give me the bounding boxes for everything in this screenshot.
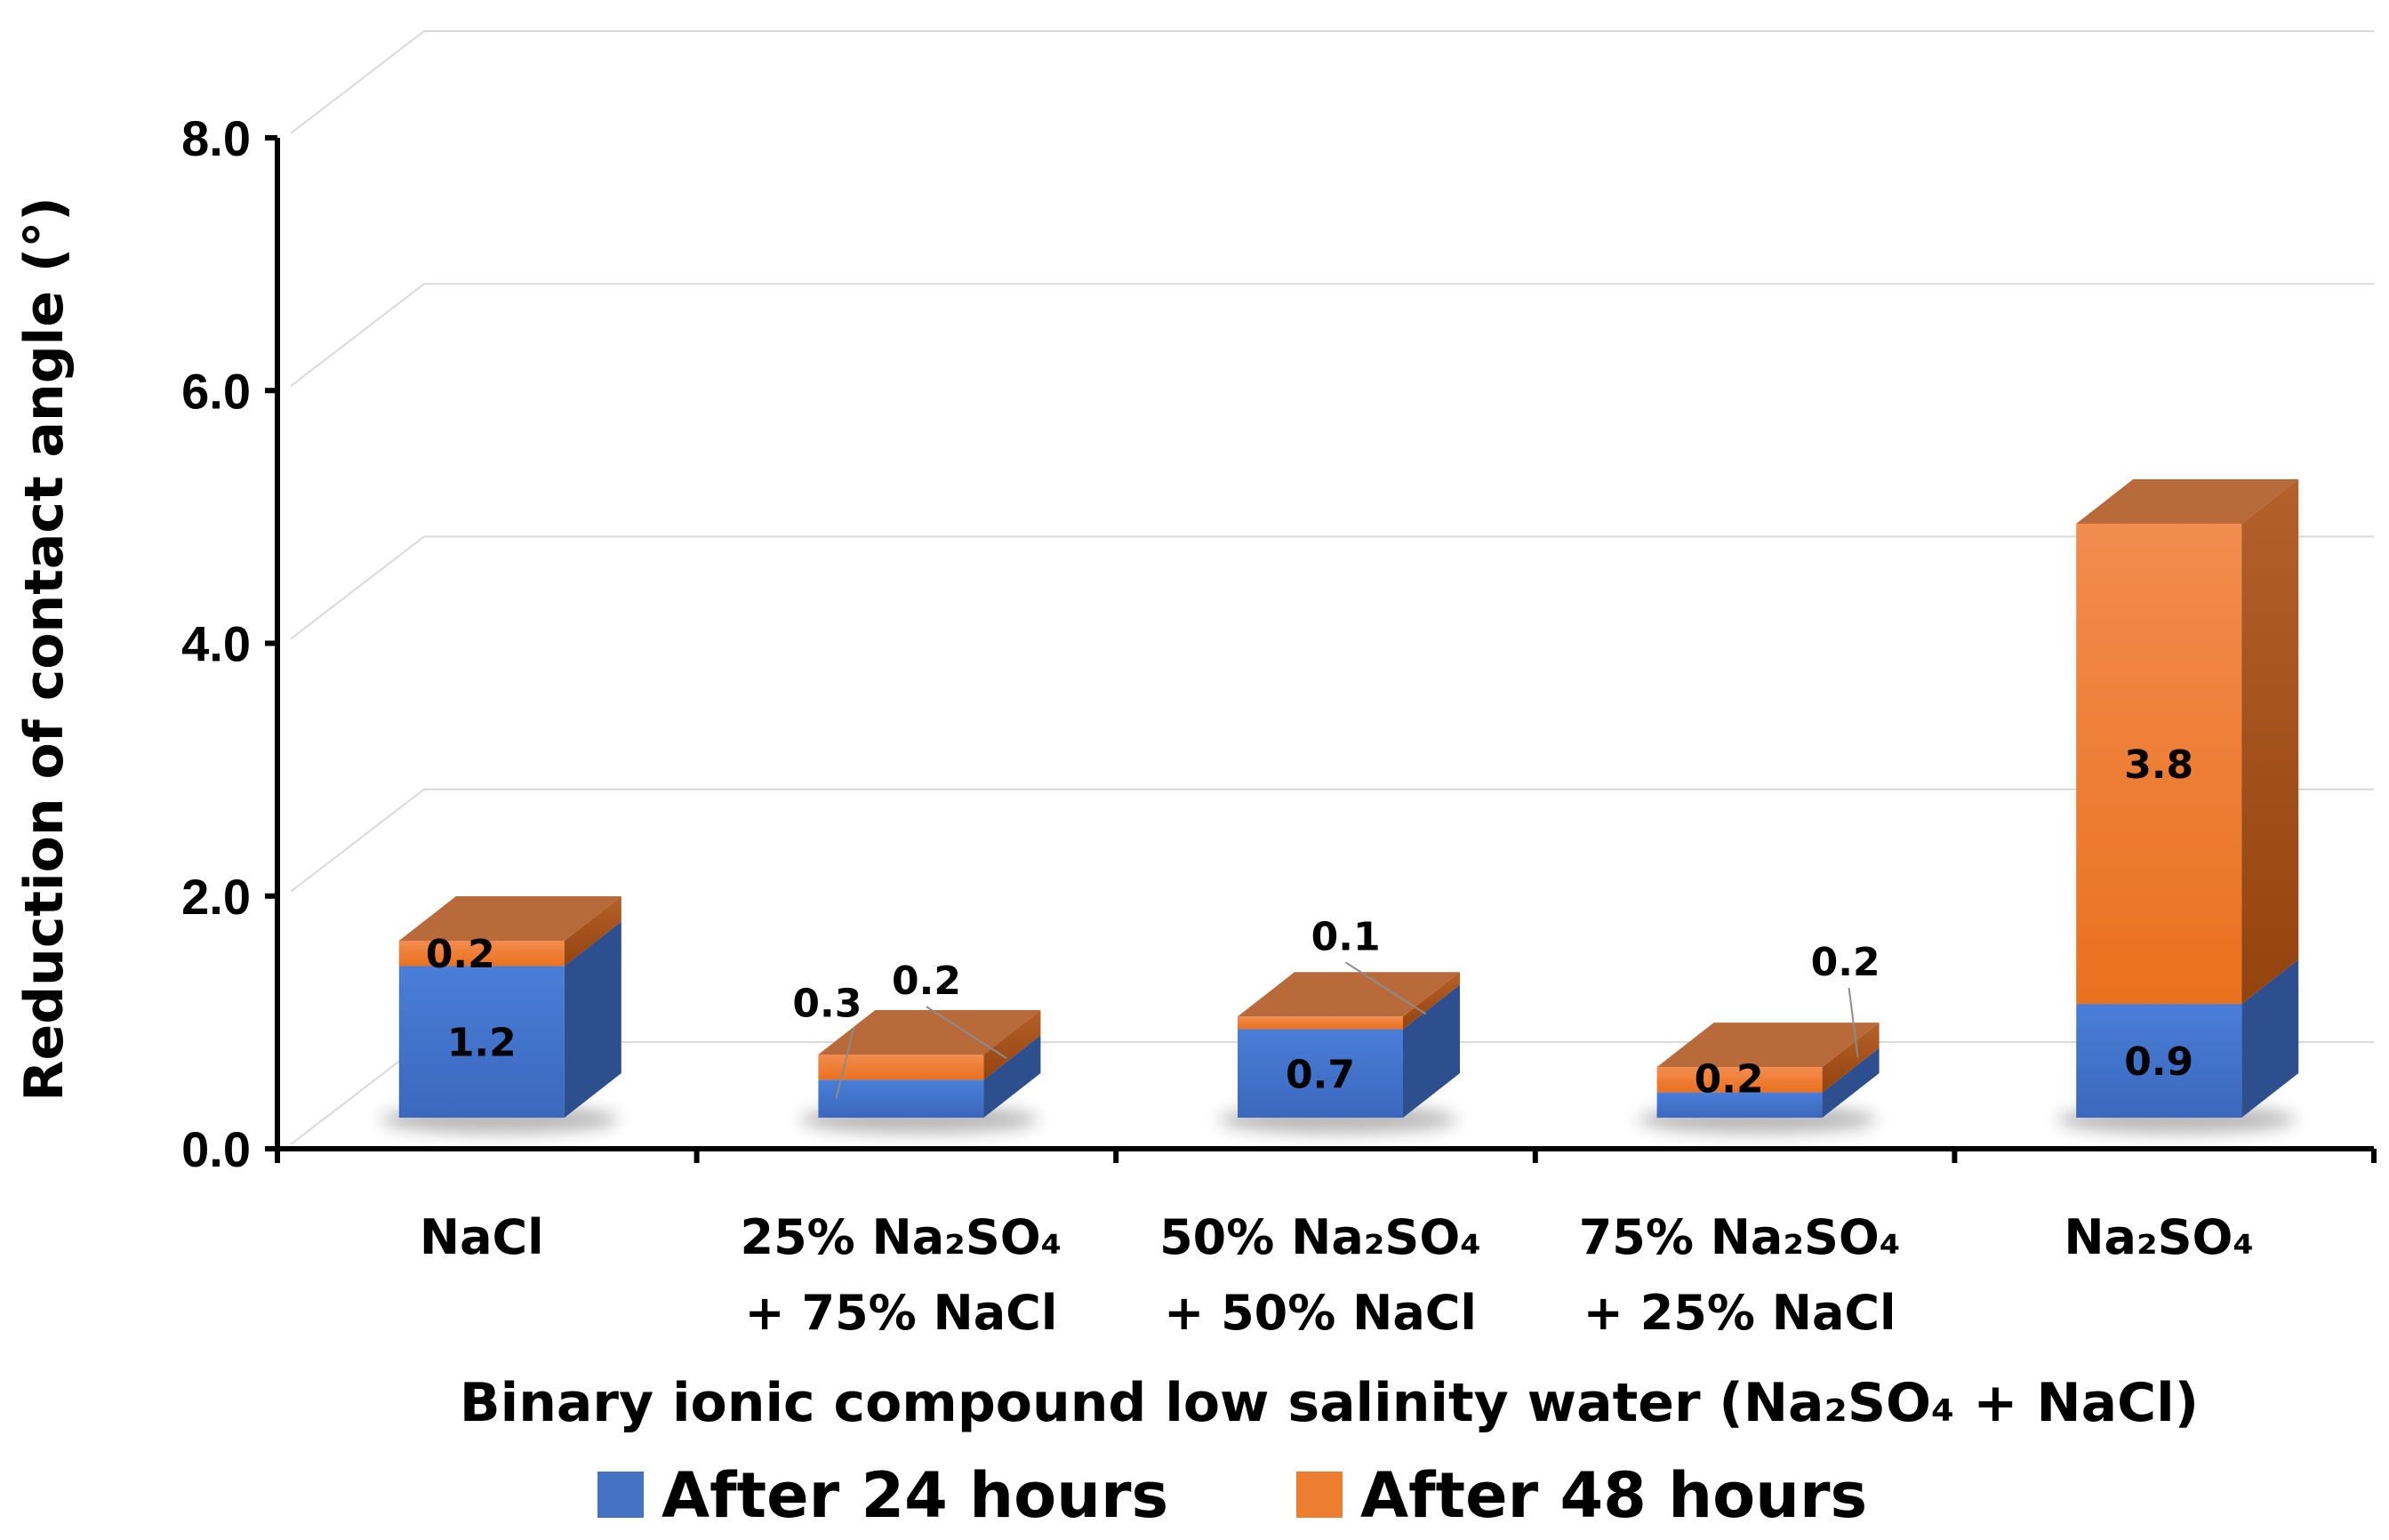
data-label-24h: 0.7 bbox=[1286, 1052, 1355, 1097]
bar-top bbox=[2076, 479, 2299, 525]
bar-48h bbox=[1238, 1016, 1403, 1030]
data-label-48h: 0.2 bbox=[426, 932, 495, 977]
leader-line bbox=[835, 1027, 855, 1099]
bar-48h-side bbox=[2241, 479, 2299, 1005]
data-labels: 1.2 0.2 0.3 0.2 0.7 0.1 0.2 0.2 0.9 3.8 bbox=[426, 742, 2193, 1102]
bar-top bbox=[1656, 1023, 1880, 1068]
y-tick-label: 4.0 bbox=[181, 616, 251, 672]
data-label-24h: 0.9 bbox=[2124, 1039, 2193, 1085]
y-tick-label: 2.0 bbox=[181, 869, 251, 925]
category-label: 50% Na₂SO₄ bbox=[1159, 1209, 1481, 1265]
bar-group bbox=[380, 896, 621, 1134]
bar-24h-side bbox=[2241, 959, 2299, 1118]
y-tick-label: 0.0 bbox=[181, 1121, 251, 1177]
bars bbox=[380, 479, 2299, 1134]
gridlines bbox=[290, 30, 2374, 1145]
legend: After 24 hours After 48 hours bbox=[597, 1459, 1867, 1532]
category-label: 25% Na₂SO₄ bbox=[741, 1209, 1062, 1265]
bar-group bbox=[2057, 479, 2299, 1134]
legend-swatch bbox=[1296, 1472, 1343, 1518]
bar-24h bbox=[398, 966, 565, 1118]
category-label: + 50% NaCl bbox=[1164, 1285, 1477, 1341]
data-label-48h: 0.2 bbox=[892, 958, 961, 1004]
bar-group bbox=[1638, 1023, 1880, 1134]
bar-48h bbox=[398, 941, 565, 967]
data-label-24h: 0.3 bbox=[792, 982, 862, 1027]
bar-24h-side bbox=[1403, 984, 1460, 1118]
bar-48h-side bbox=[983, 1009, 1041, 1080]
data-label-48h: 0.1 bbox=[1311, 914, 1381, 959]
category-label: + 25% NaCl bbox=[1583, 1285, 1896, 1341]
bar-top bbox=[1238, 972, 1460, 1017]
bar-24h bbox=[1656, 1092, 1823, 1118]
leader-line bbox=[1345, 961, 1427, 1015]
bar-group bbox=[799, 1009, 1041, 1134]
gridline-depth bbox=[290, 788, 425, 893]
bar-top bbox=[398, 896, 621, 942]
legend-item: After 48 hours bbox=[1296, 1459, 1867, 1532]
gridline-depth bbox=[290, 283, 425, 388]
legend-swatch bbox=[597, 1472, 644, 1518]
bar-48h-side bbox=[1403, 972, 1460, 1030]
bar-24h bbox=[1238, 1029, 1403, 1118]
data-label-24h: 1.2 bbox=[447, 1021, 517, 1066]
gridline-depth bbox=[290, 535, 425, 640]
data-label-48h: 3.8 bbox=[2124, 742, 2193, 788]
y-axis-title: Reduction of contact angle (°) bbox=[13, 197, 76, 1101]
data-label-24h: 0.2 bbox=[1811, 940, 1880, 985]
data-label-48h: 0.2 bbox=[1695, 1056, 1764, 1102]
bar-24h bbox=[2076, 1004, 2242, 1118]
bar-group bbox=[1219, 972, 1460, 1134]
y-tick-label: 6.0 bbox=[181, 363, 251, 419]
category-label: Na₂SO₄ bbox=[2064, 1209, 2254, 1265]
bar-48h bbox=[2076, 524, 2242, 1005]
bar-24h-side bbox=[1822, 1047, 1880, 1118]
legend-item: After 24 hours bbox=[597, 1459, 1168, 1532]
bar-24h-side bbox=[983, 1035, 1041, 1118]
leader-line bbox=[926, 1006, 1007, 1059]
category-label: NaCl bbox=[420, 1209, 544, 1265]
bar-48h-side bbox=[1822, 1023, 1880, 1093]
category-labels: NaCl 25% Na₂SO₄ + 75% NaCl 50% Na₂SO₄ + 50% … bbox=[420, 1209, 2254, 1341]
bar-24h-side bbox=[564, 921, 621, 1118]
bar-48h bbox=[1656, 1067, 1823, 1093]
x-axis-title: Binary ionic compound low salinity water… bbox=[460, 1372, 2199, 1434]
leader-line bbox=[1848, 988, 1859, 1058]
legend-label: After 24 hours bbox=[661, 1459, 1168, 1532]
bar-24h bbox=[818, 1079, 984, 1118]
gridline-depth bbox=[290, 30, 425, 134]
axes: 0.0 2.0 4.0 6.0 8.0 bbox=[181, 110, 2377, 1177]
category-label: + 75% NaCl bbox=[744, 1285, 1057, 1341]
legend-label: After 48 hours bbox=[1360, 1459, 1867, 1532]
bar-48h-side bbox=[564, 896, 621, 967]
category-label: 75% Na₂SO₄ bbox=[1579, 1209, 1901, 1265]
y-tick-label: 8.0 bbox=[181, 110, 251, 166]
